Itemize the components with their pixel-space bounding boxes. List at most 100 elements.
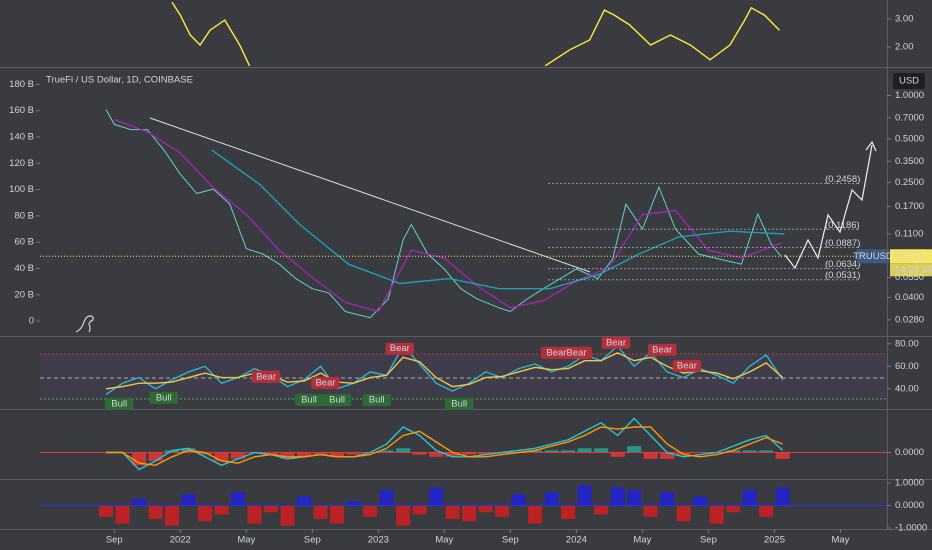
y-tick-label: -1.0000 (895, 523, 927, 534)
signal-label: Bull (329, 395, 345, 406)
y2-tick-label: 80 B (14, 210, 34, 221)
bar (115, 505, 130, 524)
countdown-box (890, 263, 932, 277)
signal-label: Bull (111, 398, 127, 409)
signal-box (251, 370, 281, 383)
bar (445, 505, 460, 520)
bar (660, 452, 675, 459)
bar (594, 448, 609, 453)
bar (462, 452, 477, 455)
bar (742, 450, 757, 453)
signal-box (672, 359, 702, 372)
series-line (106, 417, 784, 471)
bar (495, 505, 510, 517)
countdown: 14:29:15 (895, 264, 932, 275)
x-tick-label: 2023 (368, 535, 389, 546)
signal-label: Bull (301, 395, 317, 406)
x-tick-label: May (237, 535, 255, 546)
bar (561, 450, 576, 453)
y2-tick-label: 40 B (14, 263, 34, 274)
signal-box (385, 342, 414, 355)
bar (759, 505, 774, 517)
y-tick-label: 0.0000 (895, 500, 924, 511)
signal-label: Bear (652, 344, 672, 355)
bar (759, 450, 774, 453)
chart-title: TrueFi / US Dollar, 1D, COINBASE (46, 75, 193, 86)
bar (99, 505, 114, 517)
bar (577, 485, 592, 506)
projection-path (784, 144, 873, 270)
signal-label: Bull (451, 398, 467, 409)
y-tick-label: 0.0400 (895, 292, 924, 303)
bar (726, 505, 741, 513)
signal-box (105, 397, 134, 410)
series-line (105, 344, 784, 396)
bar (214, 452, 229, 461)
bar (594, 505, 609, 515)
bar (198, 505, 213, 522)
bar (148, 452, 163, 461)
bar (742, 489, 757, 506)
x-tick-label: Sep (502, 535, 519, 546)
fib-label: (0.2458) (825, 174, 860, 185)
bar (379, 450, 394, 453)
bar (478, 505, 493, 513)
bar (330, 505, 345, 524)
bar (280, 452, 295, 459)
x-tick-label: Sep (304, 535, 321, 546)
bar (610, 487, 625, 506)
bar (148, 505, 163, 520)
signal-label: Bull (156, 392, 172, 403)
bar (396, 448, 411, 453)
bar (544, 492, 559, 506)
y-tick-label: 0.0550 (895, 272, 924, 283)
bar (313, 452, 328, 455)
signal-label: Bear (606, 337, 626, 348)
bar (231, 452, 246, 459)
signal-box (149, 391, 178, 404)
fib-label: (0.1186) (825, 220, 860, 231)
trendline (149, 117, 591, 273)
bar (231, 492, 246, 506)
x-tick-label: Sep (700, 535, 717, 546)
y-tick-label: 0.0280 (895, 314, 924, 325)
signal-box (322, 394, 352, 407)
fib-label: (0.0634) (825, 259, 860, 270)
bar (643, 505, 658, 517)
x-tick-label: Sep (106, 535, 123, 546)
x-tick-label: May (831, 535, 849, 546)
series-line (171, 1, 780, 66)
bar (379, 489, 394, 506)
bar (528, 450, 543, 453)
y2-tick-label: 60 B (14, 237, 34, 248)
bar (429, 487, 444, 506)
bar (775, 487, 790, 506)
rsi-band (40, 354, 887, 399)
bar (412, 505, 427, 515)
symbol: TRUUSD (853, 251, 893, 262)
pane (171, 1, 780, 66)
bar (775, 452, 790, 459)
y-tick-label: 80.00 (895, 338, 919, 349)
logo (75, 315, 94, 333)
signal-box (311, 376, 340, 389)
series-line (106, 426, 783, 467)
pane (105, 344, 784, 396)
pane (40, 485, 887, 526)
y-tick-label: 0.0000 (895, 447, 924, 458)
bar (247, 505, 262, 524)
bar (660, 492, 675, 506)
signal-label: BearBear (546, 347, 586, 358)
bar (363, 505, 378, 517)
bar (511, 494, 526, 506)
bar (676, 452, 691, 455)
x-tick-label: May (633, 535, 651, 546)
bar (577, 448, 592, 453)
projection-arrow (865, 140, 877, 152)
bar (528, 505, 543, 524)
y-tick-label: 0.5000 (895, 133, 924, 144)
bar (396, 505, 411, 526)
signal-label: Bear (677, 360, 697, 371)
price-box (890, 249, 932, 264)
x-tick-label: 2024 (566, 535, 587, 546)
